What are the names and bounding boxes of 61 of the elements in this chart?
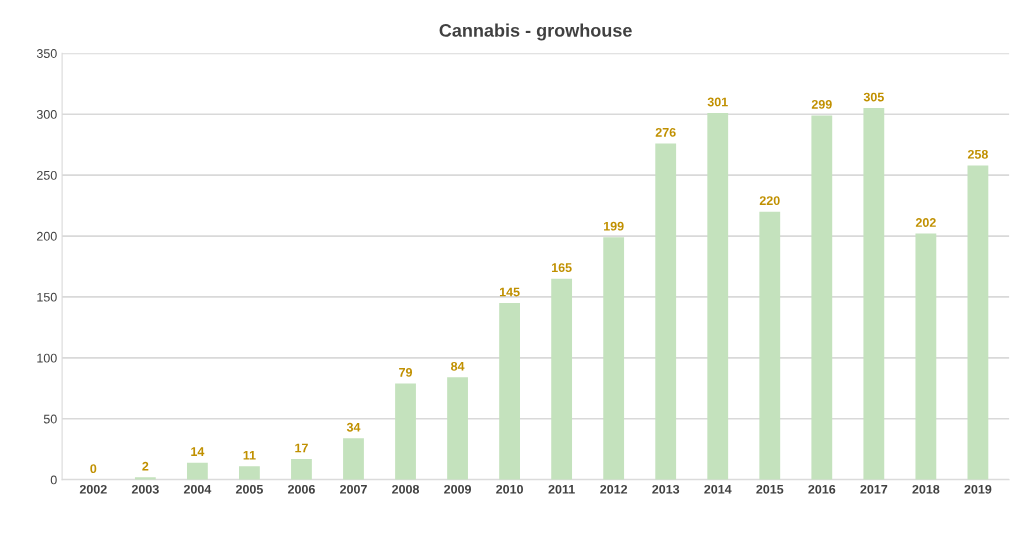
- x-tick-label: 2003: [131, 484, 159, 494]
- x-tick-label: 2006: [287, 484, 315, 494]
- data-label: 301: [707, 97, 728, 107]
- x-tick-label: 2016: [808, 484, 836, 494]
- x-tick-label: 2015: [756, 484, 784, 494]
- data-label: 34: [346, 422, 361, 432]
- y-tick-label: 50: [43, 414, 57, 424]
- x-tick-label: 2009: [444, 484, 471, 494]
- data-label: 202: [915, 218, 936, 227]
- x-tick-label: 2013: [652, 484, 680, 494]
- y-tick-label: 100: [37, 353, 57, 363]
- data-label: 14: [191, 447, 205, 456]
- y-tick-label: 300: [36, 110, 57, 119]
- chart-title: Cannabis - growhouse: [439, 23, 632, 41]
- x-tick-label: 2005: [235, 484, 263, 494]
- y-tick-label: 150: [37, 292, 57, 302]
- bar: [811, 115, 833, 480]
- bar: [967, 165, 989, 480]
- bar: [863, 108, 885, 480]
- bar: [186, 462, 208, 480]
- bar: [551, 278, 573, 480]
- data-label: 165: [551, 263, 572, 273]
- x-tick-label: 2018: [912, 484, 940, 494]
- bar: [603, 237, 625, 480]
- x-tick-label: 2008: [392, 484, 420, 494]
- data-label: 2: [142, 461, 149, 471]
- x-tick-label: 2010: [496, 484, 523, 494]
- data-label: 299: [811, 99, 832, 109]
- x-tick-label: 2007: [340, 484, 367, 494]
- x-tick-label: 2014: [704, 484, 732, 494]
- bar: [759, 211, 781, 480]
- bar: [499, 303, 520, 480]
- data-label: 220: [759, 196, 780, 206]
- y-tick-label: 250: [37, 170, 57, 180]
- y-tick-label: 0: [50, 475, 57, 485]
- bar: [447, 377, 468, 480]
- bar: [343, 438, 364, 480]
- data-label: 79: [399, 367, 413, 377]
- bar: [655, 143, 677, 480]
- x-tick-label: 2011: [548, 484, 575, 494]
- bar: [707, 113, 729, 480]
- y-tick-label: 200: [37, 231, 57, 241]
- data-label: 11: [243, 450, 256, 460]
- bar: [395, 383, 416, 480]
- bar: [291, 458, 312, 480]
- data-label: 305: [863, 92, 884, 102]
- data-label: 84: [451, 361, 465, 371]
- data-label: 145: [499, 287, 520, 297]
- x-tick-label: 2002: [79, 484, 107, 494]
- x-tick-label: 2012: [600, 484, 628, 494]
- y-tick-label: 350: [36, 49, 57, 58]
- data-label: 0: [90, 464, 97, 474]
- data-label: 199: [604, 221, 624, 231]
- x-tick-label: 2004: [183, 484, 212, 494]
- x-tick-label: 2017: [860, 484, 888, 494]
- bar: [239, 466, 260, 480]
- x-tick-label: 2019: [964, 484, 992, 494]
- data-label: 258: [967, 149, 988, 159]
- bar: [915, 233, 937, 480]
- data-label: 276: [655, 127, 676, 137]
- data-label: 17: [295, 443, 308, 453]
